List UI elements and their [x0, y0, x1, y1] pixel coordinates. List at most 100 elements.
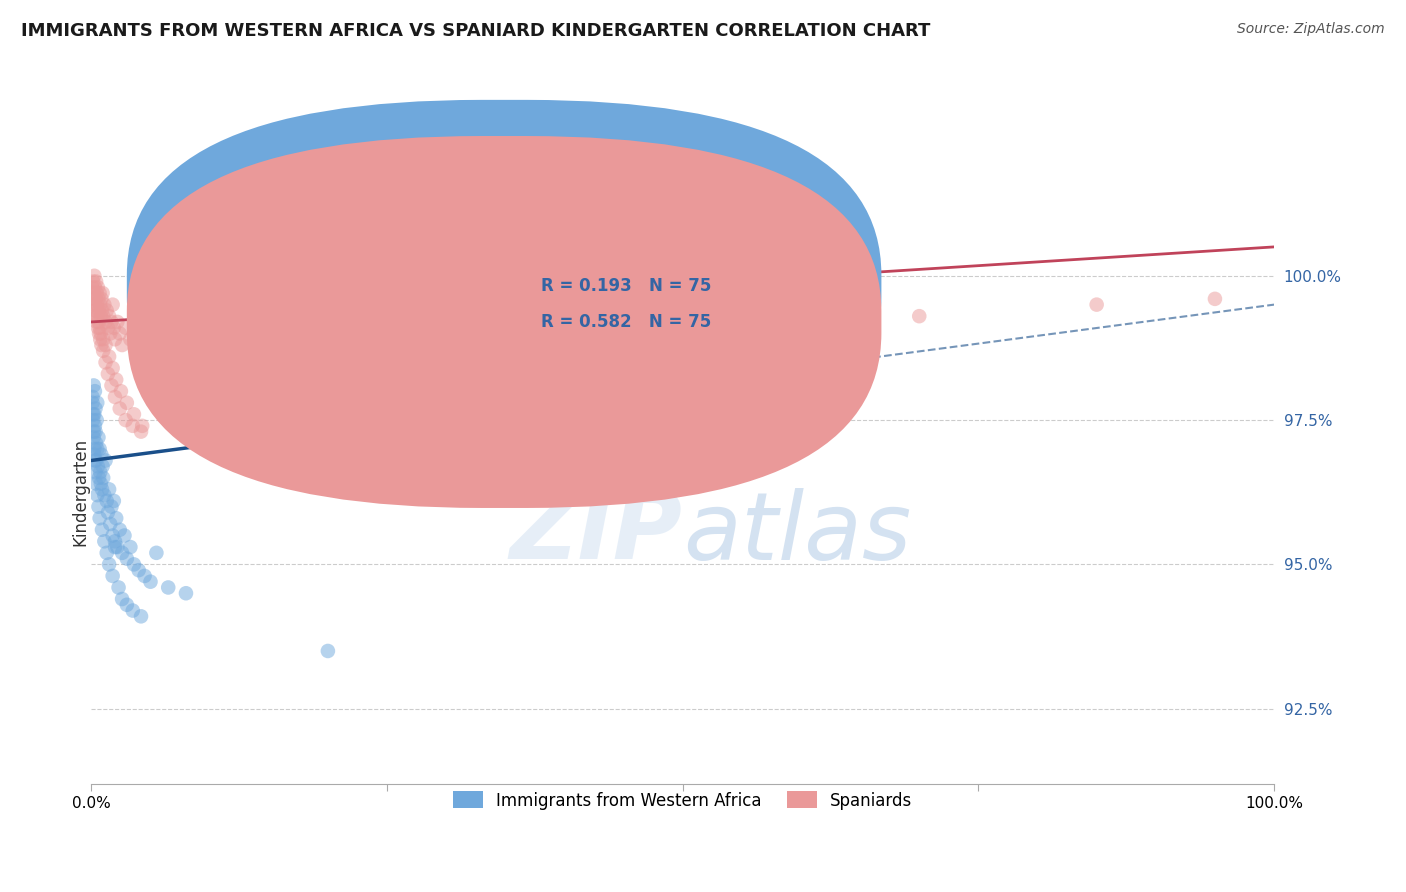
Point — [97, 320, 120, 334]
Point — [108, 523, 131, 537]
Point — [121, 418, 143, 433]
FancyBboxPatch shape — [127, 100, 882, 472]
Point — [101, 528, 124, 542]
Point — [111, 592, 134, 607]
Point — [101, 569, 124, 583]
Point — [108, 401, 131, 416]
Point — [90, 292, 112, 306]
Point — [104, 540, 127, 554]
Point — [93, 534, 115, 549]
Point — [87, 292, 110, 306]
Point — [198, 425, 221, 439]
Point — [114, 413, 136, 427]
Point — [87, 280, 110, 294]
Point — [82, 390, 104, 404]
Point — [83, 384, 105, 399]
Point — [84, 309, 107, 323]
Point — [90, 326, 112, 341]
Point — [125, 343, 148, 358]
Point — [90, 309, 112, 323]
Point — [86, 309, 108, 323]
Point — [163, 378, 186, 392]
Point — [91, 332, 114, 346]
Point — [84, 476, 107, 491]
Point — [93, 298, 115, 312]
Point — [83, 407, 105, 421]
FancyBboxPatch shape — [460, 260, 823, 348]
Text: R = 0.193   N = 75: R = 0.193 N = 75 — [541, 277, 711, 295]
Point — [84, 465, 107, 479]
Point — [87, 430, 110, 444]
Point — [96, 546, 118, 560]
Point — [86, 488, 108, 502]
Point — [114, 528, 136, 542]
Point — [101, 298, 124, 312]
Point — [114, 320, 136, 334]
Point — [139, 574, 162, 589]
Text: ZIP: ZIP — [510, 487, 683, 579]
Point — [97, 505, 120, 519]
Point — [131, 418, 153, 433]
Point — [83, 425, 105, 439]
Point — [90, 338, 112, 352]
Point — [121, 603, 143, 617]
Y-axis label: Kindergarten: Kindergarten — [72, 438, 89, 546]
Point — [84, 292, 107, 306]
Point — [1085, 298, 1108, 312]
Point — [83, 430, 105, 444]
Point — [103, 320, 125, 334]
Point — [91, 343, 114, 358]
Point — [157, 581, 180, 595]
Point — [98, 309, 121, 323]
Point — [97, 367, 120, 381]
Point — [89, 442, 111, 456]
Point — [87, 500, 110, 514]
Point — [908, 309, 931, 323]
Point — [108, 326, 131, 341]
Point — [731, 298, 754, 312]
Point — [115, 551, 138, 566]
Text: R = 0.582   N = 75: R = 0.582 N = 75 — [541, 313, 711, 331]
Point — [122, 558, 145, 572]
Point — [82, 396, 104, 410]
Point — [115, 396, 138, 410]
Point — [83, 378, 105, 392]
Point — [98, 350, 121, 364]
Point — [292, 373, 315, 387]
Point — [91, 483, 114, 497]
Point — [145, 546, 167, 560]
Point — [228, 407, 250, 421]
Point — [100, 315, 122, 329]
Point — [82, 275, 104, 289]
Point — [134, 355, 156, 369]
Point — [86, 315, 108, 329]
Point — [87, 471, 110, 485]
Point — [87, 320, 110, 334]
Point — [90, 448, 112, 462]
Point — [94, 453, 117, 467]
Point — [104, 390, 127, 404]
Point — [257, 390, 280, 404]
Point — [84, 436, 107, 450]
Point — [86, 286, 108, 301]
Point — [105, 540, 128, 554]
Point — [82, 407, 104, 421]
Point — [105, 315, 128, 329]
Point — [129, 425, 152, 439]
Text: IMMIGRANTS FROM WESTERN AFRICA VS SPANIARD KINDERGARTEN CORRELATION CHART: IMMIGRANTS FROM WESTERN AFRICA VS SPANIA… — [21, 22, 931, 40]
Point — [84, 303, 107, 318]
Point — [83, 442, 105, 456]
Point — [89, 320, 111, 334]
Point — [83, 292, 105, 306]
Point — [86, 442, 108, 456]
Point — [83, 453, 105, 467]
Point — [96, 303, 118, 318]
Point — [104, 534, 127, 549]
Point — [129, 609, 152, 624]
Point — [84, 425, 107, 439]
Point — [104, 332, 127, 346]
Point — [83, 280, 105, 294]
Point — [83, 268, 105, 283]
Point — [849, 303, 872, 318]
Point — [83, 448, 105, 462]
